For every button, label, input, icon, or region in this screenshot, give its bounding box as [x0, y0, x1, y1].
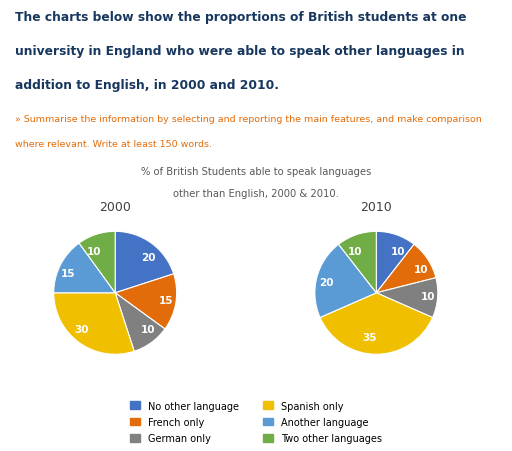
Text: % of British Students able to speak languages: % of British Students able to speak lang… [141, 167, 371, 177]
Text: 35: 35 [362, 332, 376, 342]
Wedge shape [315, 245, 376, 318]
Text: 10: 10 [87, 246, 101, 256]
Text: 10: 10 [391, 246, 405, 256]
Wedge shape [54, 293, 134, 354]
Text: 10: 10 [413, 264, 428, 274]
Wedge shape [115, 293, 165, 351]
Text: 15: 15 [61, 268, 76, 278]
Text: 30: 30 [75, 324, 89, 334]
Title: 2000: 2000 [99, 201, 131, 214]
Text: 20: 20 [141, 253, 156, 262]
Text: 20: 20 [319, 277, 333, 287]
Wedge shape [115, 274, 177, 329]
Text: 10: 10 [348, 246, 362, 256]
Text: other than English, 2000 & 2010.: other than English, 2000 & 2010. [173, 189, 339, 198]
Text: 10: 10 [141, 324, 156, 334]
Wedge shape [115, 232, 174, 293]
Text: where relevant. Write at least 150 words.: where relevant. Write at least 150 words… [15, 140, 212, 149]
Wedge shape [338, 232, 376, 293]
Wedge shape [54, 244, 115, 293]
Wedge shape [376, 278, 438, 318]
Wedge shape [79, 232, 115, 293]
Text: 15: 15 [159, 295, 174, 305]
Title: 2010: 2010 [360, 201, 392, 214]
Wedge shape [320, 293, 433, 354]
Wedge shape [376, 245, 436, 293]
Wedge shape [376, 232, 414, 293]
Text: university in England who were able to speak other languages in: university in England who were able to s… [15, 45, 465, 58]
Legend: No other language, French only, German only, Spanish only, Another language, Two: No other language, French only, German o… [127, 398, 385, 446]
Text: The charts below show the proportions of British students at one: The charts below show the proportions of… [15, 11, 467, 24]
Text: » Summarise the information by selecting and reporting the main features, and ma: » Summarise the information by selecting… [15, 115, 482, 124]
Text: 10: 10 [420, 292, 435, 302]
Text: addition to English, in 2000 and 2010.: addition to English, in 2000 and 2010. [15, 79, 280, 92]
